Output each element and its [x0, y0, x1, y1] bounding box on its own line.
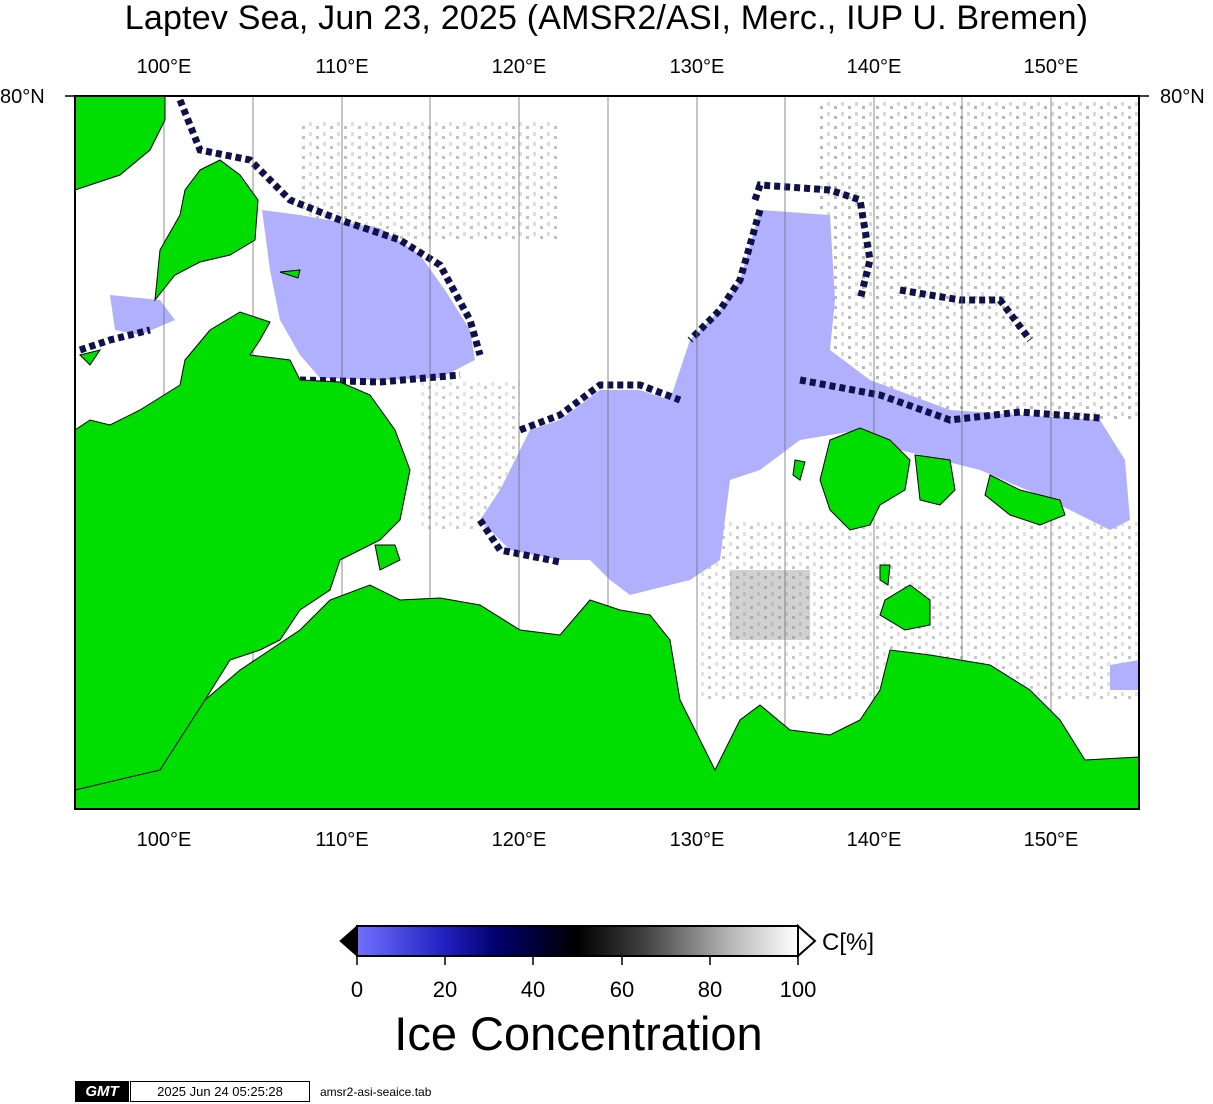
top-lon-tick-100: 100°E [136, 56, 192, 78]
colorbar-tick-80: 80 [697, 977, 723, 1002]
land-small-island-2 [79, 349, 102, 366]
colorbar-tick-100: 100 [779, 977, 817, 1002]
colorbar-title: Ice Concentration [394, 1007, 763, 1060]
top-lon-tick-130: 130°E [669, 56, 725, 78]
land-severnaya-zemlya-east [154, 159, 259, 302]
colorbar-low-arrow [339, 924, 358, 958]
footer-timestamp: 2025 Jun 24 05:25:28 [130, 1081, 310, 1102]
colorbar-high-arrow [797, 923, 817, 959]
top-lon-tick-120: 120°E [491, 56, 547, 78]
top-lon-tick-140: 140°E [846, 56, 902, 78]
land-new-siberian-novaya [984, 474, 1066, 526]
bottom-lon-tick-140: 140°E [846, 829, 902, 851]
land-bolshoy-lyakhovsky [879, 584, 931, 631]
land-severnaya-zemlya-west [75, 96, 166, 191]
land-small-island-4 [879, 564, 891, 586]
colorbar-tick-40: 40 [520, 977, 546, 1002]
land-small-island-1 [279, 269, 301, 279]
lat-label-left: 80°N [0, 86, 45, 108]
top-lon-tick-110: 110°E [315, 56, 369, 78]
gmt-logo: GMT [75, 1081, 129, 1102]
map-frame [74, 95, 1140, 810]
land-new-siberian-faddeyevsky [914, 454, 956, 506]
open-water-areas [110, 210, 1139, 690]
colorbar-unit: C[%] [822, 929, 875, 956]
bottom-lon-tick-100: 100°E [136, 829, 192, 851]
bottom-lon-tick-150: 150°E [1023, 829, 1079, 851]
lat-label-right: 80°N [1160, 86, 1205, 108]
land-siberia-south [75, 584, 1139, 809]
land-masses [75, 96, 1139, 809]
land-small-island-3 [374, 544, 401, 571]
land-new-siberian-kotelny [819, 427, 911, 531]
footer-filename: amsr2-asi-seaice.tab [320, 1085, 432, 1099]
map-title: Laptev Sea, Jun 23, 2025 (AMSR2/ASI, Mer… [124, 0, 1089, 37]
colorbar [339, 923, 817, 965]
bottom-lon-tick-130: 130°E [669, 829, 725, 851]
colorbar-tick-60: 60 [609, 977, 635, 1002]
colorbar-tick-20: 20 [432, 977, 458, 1002]
bottom-lon-tick-120: 120°E [491, 829, 547, 851]
top-lon-tick-150: 150°E [1023, 56, 1079, 78]
bottom-lon-tick-110: 110°E [315, 829, 369, 851]
land-small-island-5 [792, 459, 806, 481]
colorbar-tick-0: 0 [350, 977, 364, 1002]
map-body [75, 96, 1139, 809]
ice-edge-lines [78, 98, 1101, 566]
